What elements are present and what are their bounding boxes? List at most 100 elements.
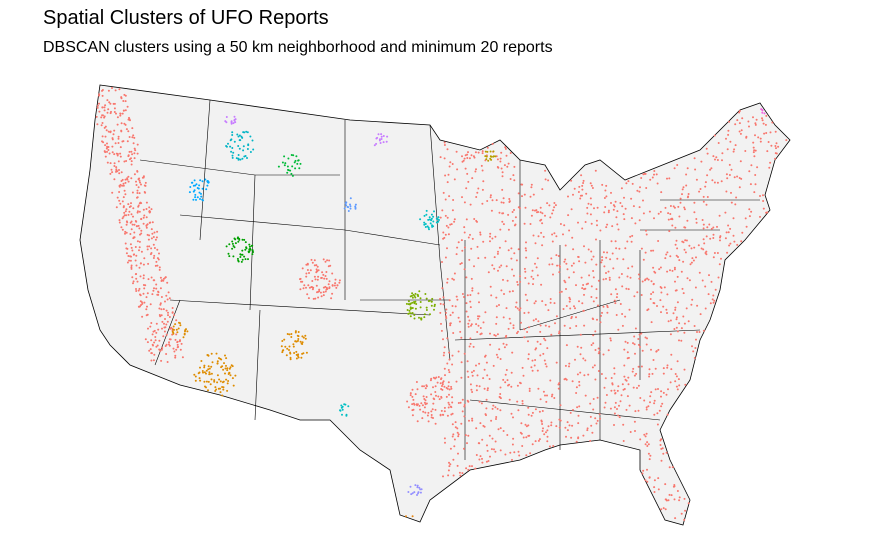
- report-point: [449, 405, 452, 408]
- report-point: [593, 364, 596, 367]
- report-point: [130, 163, 133, 166]
- report-point: [673, 266, 676, 269]
- report-point: [237, 135, 240, 138]
- report-point: [506, 434, 509, 436]
- report-point: [664, 483, 667, 486]
- report-point: [288, 345, 291, 348]
- report-point: [516, 281, 519, 283]
- report-point: [563, 378, 566, 381]
- report-point: [693, 325, 696, 327]
- report-point: [441, 287, 444, 290]
- report-point: [119, 202, 122, 205]
- report-point: [118, 169, 120, 171]
- report-point: [157, 328, 160, 331]
- report-point: [626, 351, 629, 354]
- report-point: [496, 166, 499, 168]
- report-point: [569, 411, 572, 414]
- report-point: [288, 333, 291, 336]
- report-point: [139, 233, 141, 236]
- report-point: [446, 337, 449, 340]
- report-point: [605, 272, 607, 274]
- report-point: [144, 338, 147, 341]
- report-point: [582, 284, 585, 286]
- report-point: [583, 245, 585, 248]
- report-point: [311, 288, 314, 291]
- report-point: [706, 226, 709, 229]
- report-point: [575, 386, 578, 389]
- report-point: [133, 152, 136, 155]
- report-point: [284, 162, 287, 165]
- report-point: [221, 365, 224, 368]
- report-point: [409, 485, 412, 488]
- report-point: [568, 300, 571, 303]
- report-point: [344, 202, 347, 205]
- report-point: [691, 257, 694, 260]
- report-point: [96, 106, 99, 109]
- report-point: [592, 270, 595, 272]
- report-point: [615, 296, 618, 299]
- report-point: [534, 359, 537, 361]
- report-point: [481, 152, 484, 155]
- report-point: [122, 215, 125, 218]
- report-point: [456, 168, 459, 171]
- report-point: [610, 389, 613, 392]
- report-point: [600, 314, 602, 317]
- report-point: [500, 201, 503, 204]
- report-point: [343, 403, 346, 406]
- report-point: [634, 222, 637, 225]
- report-point: [496, 252, 499, 255]
- report-point: [684, 239, 687, 242]
- report-point: [429, 379, 432, 382]
- report-point: [446, 387, 449, 390]
- report-point: [683, 518, 686, 521]
- report-point: [660, 459, 663, 462]
- report-point: [542, 390, 545, 393]
- report-point: [660, 508, 663, 511]
- report-point: [287, 157, 290, 160]
- report-point: [682, 292, 685, 295]
- report-point: [419, 297, 422, 300]
- report-point: [597, 304, 599, 307]
- report-point: [494, 406, 497, 409]
- report-point: [769, 131, 772, 134]
- report-point: [449, 223, 452, 226]
- report-point: [698, 331, 701, 333]
- report-point: [165, 294, 168, 297]
- report-point: [409, 306, 412, 309]
- report-point: [506, 379, 509, 382]
- report-point: [460, 262, 463, 265]
- report-point: [414, 296, 417, 299]
- report-point: [647, 405, 650, 408]
- report-point: [631, 234, 634, 237]
- report-point: [237, 154, 240, 156]
- report-point: [501, 175, 504, 178]
- report-point: [508, 290, 511, 293]
- report-point: [146, 305, 148, 308]
- report-point: [756, 166, 759, 169]
- report-point: [216, 374, 219, 377]
- report-point: [586, 212, 589, 215]
- report-point: [605, 184, 608, 187]
- report-point: [611, 225, 614, 228]
- report-point: [307, 297, 310, 300]
- report-point: [607, 211, 610, 214]
- report-point: [419, 301, 422, 303]
- report-point: [576, 345, 579, 348]
- report-point: [444, 214, 447, 217]
- report-point: [674, 373, 677, 375]
- report-point: [509, 322, 512, 325]
- report-point: [375, 137, 378, 140]
- report-point: [577, 256, 580, 258]
- report-point: [578, 384, 581, 387]
- report-point: [460, 239, 463, 242]
- report-point: [472, 369, 475, 372]
- report-point: [532, 234, 535, 237]
- report-point: [688, 244, 691, 247]
- report-point: [595, 422, 598, 425]
- report-point: [657, 488, 660, 491]
- report-point: [726, 251, 729, 254]
- report-point: [463, 415, 466, 418]
- report-point: [294, 330, 297, 333]
- report-point: [128, 259, 131, 262]
- report-point: [161, 327, 163, 330]
